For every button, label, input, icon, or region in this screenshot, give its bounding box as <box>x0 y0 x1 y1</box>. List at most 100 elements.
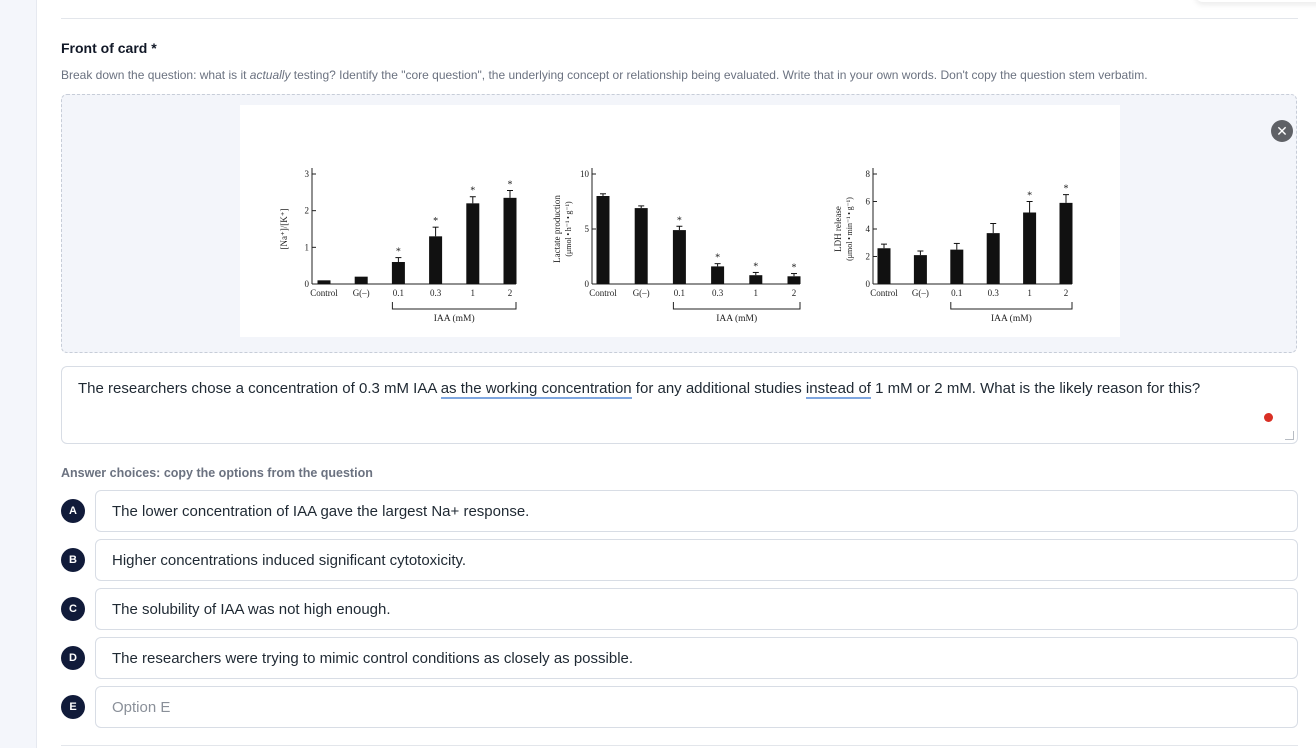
significance-mark: * <box>470 186 475 197</box>
significance-mark: * <box>1064 184 1069 195</box>
x-tick-label: Control <box>310 288 338 298</box>
group-bracket <box>391 302 517 310</box>
remove-image-button[interactable]: ✕ <box>1271 120 1293 142</box>
group-bracket <box>950 302 1073 310</box>
bar <box>429 236 443 284</box>
question-figure: 0 1 2 3 [Na⁺]/[K⁺] Control G(–) * 0.1 * 0.3 * 1 * 2 IAA… <box>240 105 1293 337</box>
bar <box>634 208 648 284</box>
bar <box>787 276 801 284</box>
x-tick-label: Control <box>589 288 617 298</box>
choice-e-input[interactable] <box>95 686 1298 728</box>
choice-letter-badge: A <box>61 499 85 523</box>
bar <box>877 248 891 284</box>
bar <box>672 230 686 284</box>
x-tick-label: G(–) <box>353 288 370 298</box>
x-tick-label: G(–) <box>633 288 650 298</box>
close-icon: ✕ <box>1276 123 1288 139</box>
section-divider <box>61 18 1298 19</box>
left-rail <box>0 0 37 748</box>
spellcheck-underline: as the working concentration <box>440 380 632 399</box>
x-tick-label: 0.1 <box>951 288 962 298</box>
bar <box>1023 212 1037 284</box>
choice-d: D <box>61 637 1298 679</box>
bar <box>391 262 405 284</box>
section-divider <box>61 745 1298 746</box>
bar <box>950 249 964 284</box>
group-label: IAA (mM) <box>716 313 757 324</box>
x-tick-label: 0.1 <box>393 288 404 298</box>
spellcheck-underline: instead of <box>805 380 871 399</box>
y-tick-label: 4 <box>866 224 871 234</box>
y-axis-label: LDH release <box>833 206 843 252</box>
bar <box>986 233 1000 284</box>
x-tick-label: 0.3 <box>988 288 1000 298</box>
y-tick-label: 3 <box>305 169 310 179</box>
choice-letter-badge: E <box>61 695 85 719</box>
bar <box>596 196 610 284</box>
grammar-indicator-icon[interactable] <box>1264 413 1273 422</box>
front-of-card-title: Front of card * <box>61 40 157 56</box>
floating-panel-edge <box>1195 0 1316 2</box>
x-tick-label: 1 <box>754 288 759 298</box>
x-tick-label: 0.3 <box>712 288 724 298</box>
choice-c-input[interactable] <box>95 588 1298 630</box>
choice-b: B <box>61 539 1298 581</box>
choice-letter-badge: C <box>61 597 85 621</box>
x-tick-label: G(–) <box>912 288 929 298</box>
y-tick-label: 6 <box>866 197 871 207</box>
bar <box>711 266 725 284</box>
significance-mark: * <box>677 215 682 226</box>
y-tick-label: 2 <box>305 206 310 216</box>
y-tick-label: 1 <box>305 242 310 252</box>
y-tick-label: 0 <box>866 279 871 289</box>
front-helper-text: Break down the question: what is it actu… <box>61 68 1148 82</box>
x-tick-label: 2 <box>792 288 797 298</box>
bar <box>317 280 331 284</box>
group-label: IAA (mM) <box>991 313 1032 324</box>
bar <box>503 197 517 284</box>
resize-handle-icon[interactable] <box>1285 431 1294 440</box>
choice-a-input[interactable] <box>95 490 1298 532</box>
significance-mark: * <box>753 261 758 272</box>
x-tick-label: 2 <box>1064 288 1069 298</box>
x-tick-label: 1 <box>1027 288 1032 298</box>
bar <box>749 275 763 284</box>
choice-d-input[interactable] <box>95 637 1298 679</box>
choice-letter-badge: D <box>61 646 85 670</box>
group-bracket <box>672 302 801 310</box>
choice-c: C <box>61 588 1298 630</box>
significance-mark: * <box>715 253 720 264</box>
x-tick-label: 2 <box>508 288 513 298</box>
significance-mark: * <box>396 247 401 258</box>
bar <box>354 276 368 284</box>
y-tick-label: 0 <box>305 279 310 289</box>
significance-mark: * <box>1027 191 1032 202</box>
bar <box>1059 202 1073 284</box>
choice-letter-badge: B <box>61 548 85 572</box>
significance-mark: * <box>792 263 797 274</box>
y-tick-label: 10 <box>580 169 590 179</box>
choice-a: A <box>61 490 1298 532</box>
x-tick-label: 1 <box>471 288 476 298</box>
x-tick-label: 0.3 <box>430 288 442 298</box>
y-tick-label: 8 <box>866 169 871 179</box>
bar <box>466 203 480 284</box>
question-stem-field[interactable]: The researchers chose a concentration of… <box>61 366 1298 444</box>
bar <box>913 255 927 284</box>
figure-charts: 0 1 2 3 [Na⁺]/[K⁺] Control G(–) * 0.1 * 0.3 * 1 * 2 IAA… <box>279 168 1073 324</box>
significance-mark: * <box>508 180 513 191</box>
x-tick-label: 0.1 <box>674 288 685 298</box>
y-axis-label-units: (μmol • min⁻¹ • g⁻¹) <box>845 197 854 261</box>
y-axis-label: Lactate production <box>552 195 562 263</box>
y-axis-label-units: (μmol • h⁻¹ • g⁻¹) <box>564 201 573 257</box>
choice-e: E <box>61 686 1298 728</box>
image-dropzone[interactable]: 0 1 2 3 [Na⁺]/[K⁺] Control G(–) * 0.1 * 0.3 * 1 * 2 IAA… <box>61 94 1297 353</box>
group-label: IAA (mM) <box>434 313 475 324</box>
y-axis-label: [Na⁺]/[K⁺] <box>279 209 289 250</box>
y-tick-label: 5 <box>585 224 590 234</box>
x-tick-label: Control <box>870 288 898 298</box>
answer-choices-label: Answer choices: copy the options from th… <box>61 466 373 480</box>
choice-b-input[interactable] <box>95 539 1298 581</box>
y-tick-label: 0 <box>585 279 590 289</box>
y-tick-label: 2 <box>866 252 871 262</box>
